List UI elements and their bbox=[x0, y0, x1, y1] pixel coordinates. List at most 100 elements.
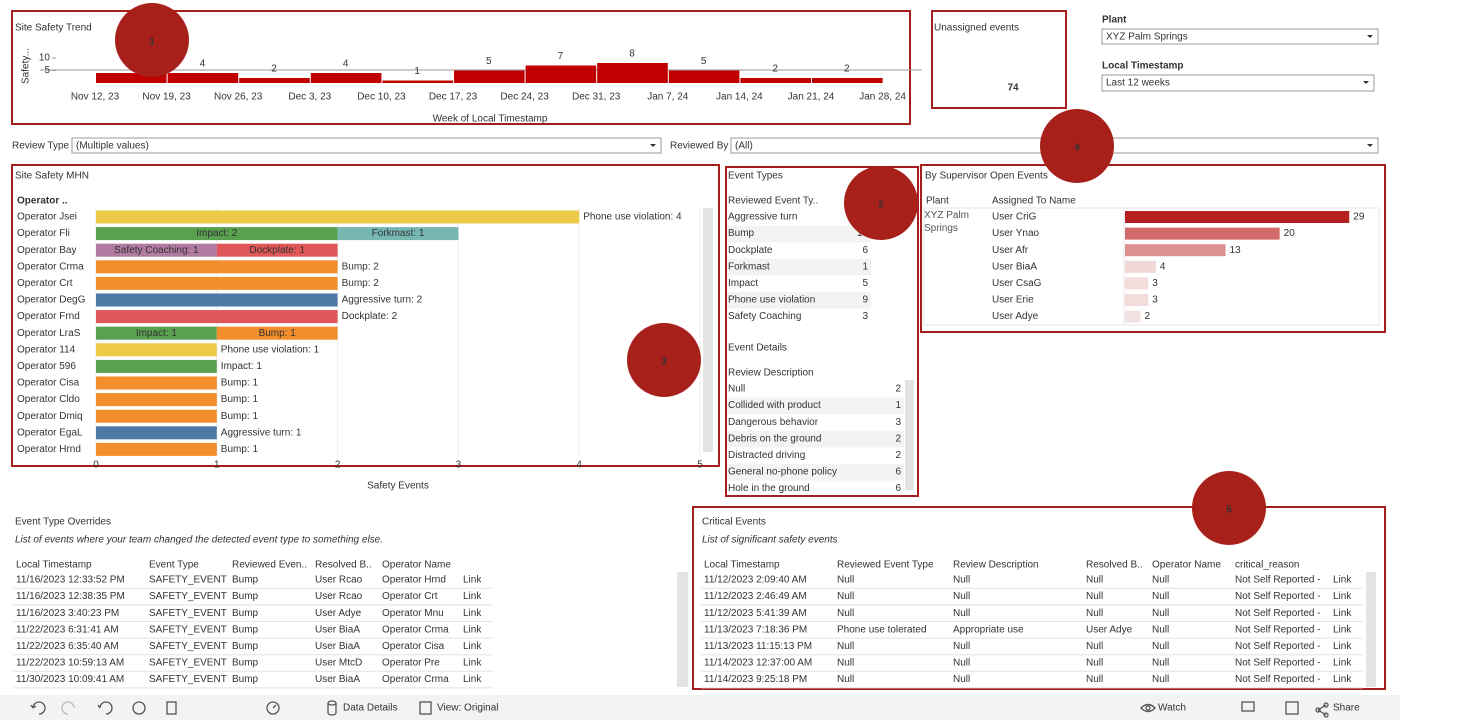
cell: Bump bbox=[232, 608, 259, 619]
cell: SAFETY_EVENT bbox=[149, 674, 227, 685]
data-label: 2 bbox=[772, 64, 778, 75]
cell: 2 bbox=[895, 450, 901, 461]
badge bbox=[627, 323, 701, 397]
row-label: Operator Cisa bbox=[17, 378, 80, 389]
cell: User MtcD bbox=[315, 658, 362, 669]
cell: 11/12/2023 2:09:40 AM bbox=[704, 575, 807, 586]
scrollbar[interactable] bbox=[905, 380, 914, 490]
x-tick-label: 5 bbox=[697, 460, 703, 471]
data-label: Impact: 2 bbox=[196, 228, 238, 239]
bar bbox=[668, 70, 740, 83]
cell: SAFETY_EVENT bbox=[149, 641, 227, 652]
column-header: Operator Name bbox=[382, 560, 451, 571]
column-header: Assigned To Name bbox=[992, 196, 1076, 207]
toolbar-button[interactable]: Data Details bbox=[343, 703, 397, 714]
data-label: 29 bbox=[1353, 212, 1365, 223]
row-stripe bbox=[727, 397, 904, 415]
cell: Link bbox=[1333, 591, 1352, 602]
row-stripe bbox=[727, 430, 904, 448]
cell: Null bbox=[1152, 575, 1169, 586]
cell: Null bbox=[1152, 641, 1169, 652]
badge bbox=[844, 166, 918, 240]
data-label: Dockplate: 2 bbox=[342, 311, 398, 322]
cell: Null bbox=[837, 641, 854, 652]
row-label: User Ynao bbox=[992, 228, 1040, 239]
row-label: Operator 114 bbox=[17, 344, 76, 355]
cell: Null bbox=[1152, 674, 1169, 685]
cell: Null bbox=[953, 575, 970, 586]
cell: 2 bbox=[895, 433, 901, 444]
bar-segment bbox=[96, 210, 580, 224]
filter-label: Reviewed By bbox=[670, 141, 728, 152]
column-header: Review Description bbox=[953, 560, 1039, 571]
column-header: critical_reason bbox=[1235, 560, 1299, 571]
cell: Operator Hrnd bbox=[382, 575, 446, 586]
cell: Operator Crma bbox=[382, 674, 449, 685]
x-axis-label: Safety Events bbox=[367, 481, 429, 492]
cell: Null bbox=[837, 591, 854, 602]
time-dropdown[interactable] bbox=[1101, 74, 1375, 92]
cell: Null bbox=[953, 641, 970, 652]
row-label: Operator Crma bbox=[17, 261, 84, 272]
data-label: 8 bbox=[629, 49, 635, 60]
cell: 5 bbox=[862, 278, 868, 289]
row-label: Operator EgaL bbox=[17, 427, 83, 438]
x-tick-label: 4 bbox=[576, 460, 582, 471]
x-tick-label: Jan 28, 24 bbox=[859, 92, 906, 103]
row-label: Operator Cldo bbox=[17, 394, 80, 405]
column-header: Resolved B.. bbox=[1086, 560, 1143, 571]
y-tick-label: 10 bbox=[39, 53, 51, 64]
operators-frame bbox=[11, 164, 720, 467]
toolbar-button[interactable]: Share bbox=[1333, 703, 1360, 714]
bar-segment bbox=[96, 260, 338, 274]
toolbar-button[interactable]: Watch bbox=[1158, 703, 1186, 714]
cell: 11/13/2023 7:18:36 PM bbox=[704, 624, 807, 635]
bar-segment bbox=[96, 276, 338, 290]
cell: Null bbox=[1086, 641, 1103, 652]
table-subtitle: List of events where your team changed t… bbox=[15, 535, 383, 546]
data-label: 5 bbox=[701, 56, 707, 67]
unassigned-frame bbox=[931, 10, 1067, 109]
cell: User BiaA bbox=[315, 624, 360, 635]
data-label: Bump: 1 bbox=[221, 411, 259, 422]
cell: 3 bbox=[862, 311, 868, 322]
cell: Null bbox=[953, 608, 970, 619]
bar bbox=[96, 73, 167, 83]
row-label: User BiaA bbox=[992, 261, 1037, 272]
cell: Hole in the ground bbox=[728, 483, 810, 494]
bar-segment bbox=[96, 409, 217, 423]
scrollbar[interactable] bbox=[677, 572, 688, 687]
data-label: Aggressive turn: 2 bbox=[342, 295, 423, 306]
cell: 11/12/2023 2:46:49 AM bbox=[704, 591, 807, 602]
data-label: 4 bbox=[1160, 261, 1166, 272]
cell: Not Self Reported - bbox=[1235, 591, 1321, 602]
toolbar-button[interactable]: View: Original bbox=[437, 703, 499, 714]
event-types-frame bbox=[725, 166, 919, 497]
review-type-dropdown[interactable] bbox=[71, 137, 662, 154]
badge-number: 4 bbox=[1074, 143, 1080, 154]
column-header: Reviewed Event Ty.. bbox=[728, 196, 818, 207]
plant-dropdown[interactable] bbox=[1101, 28, 1379, 45]
data-label: 1 bbox=[414, 66, 420, 77]
filter-value: (All) bbox=[735, 141, 753, 152]
row-stripe bbox=[727, 225, 871, 243]
data-label: 4 bbox=[200, 59, 206, 70]
cell: Null bbox=[1152, 608, 1169, 619]
column-header: Local Timestamp bbox=[704, 560, 780, 571]
scrollbar[interactable] bbox=[703, 208, 713, 452]
cell: Operator Crt bbox=[382, 591, 438, 602]
cell: Link bbox=[463, 608, 482, 619]
filter-label: Plant bbox=[1102, 15, 1127, 26]
table-subtitle: List of significant safety events bbox=[702, 535, 838, 546]
cell: Not Self Reported - bbox=[1235, 658, 1321, 669]
cell: Not Self Reported - bbox=[1235, 674, 1321, 685]
bar bbox=[740, 78, 811, 83]
x-tick-label: Jan 14, 24 bbox=[716, 92, 763, 103]
scrollbar[interactable] bbox=[1366, 572, 1376, 687]
trend-frame bbox=[11, 10, 911, 125]
cell: Bump bbox=[232, 658, 259, 669]
filter-label: Review Type bbox=[12, 141, 70, 152]
row-label: Operator Crt bbox=[17, 278, 73, 289]
cell: Collided with product bbox=[728, 400, 821, 411]
cell: Impact bbox=[728, 278, 758, 289]
